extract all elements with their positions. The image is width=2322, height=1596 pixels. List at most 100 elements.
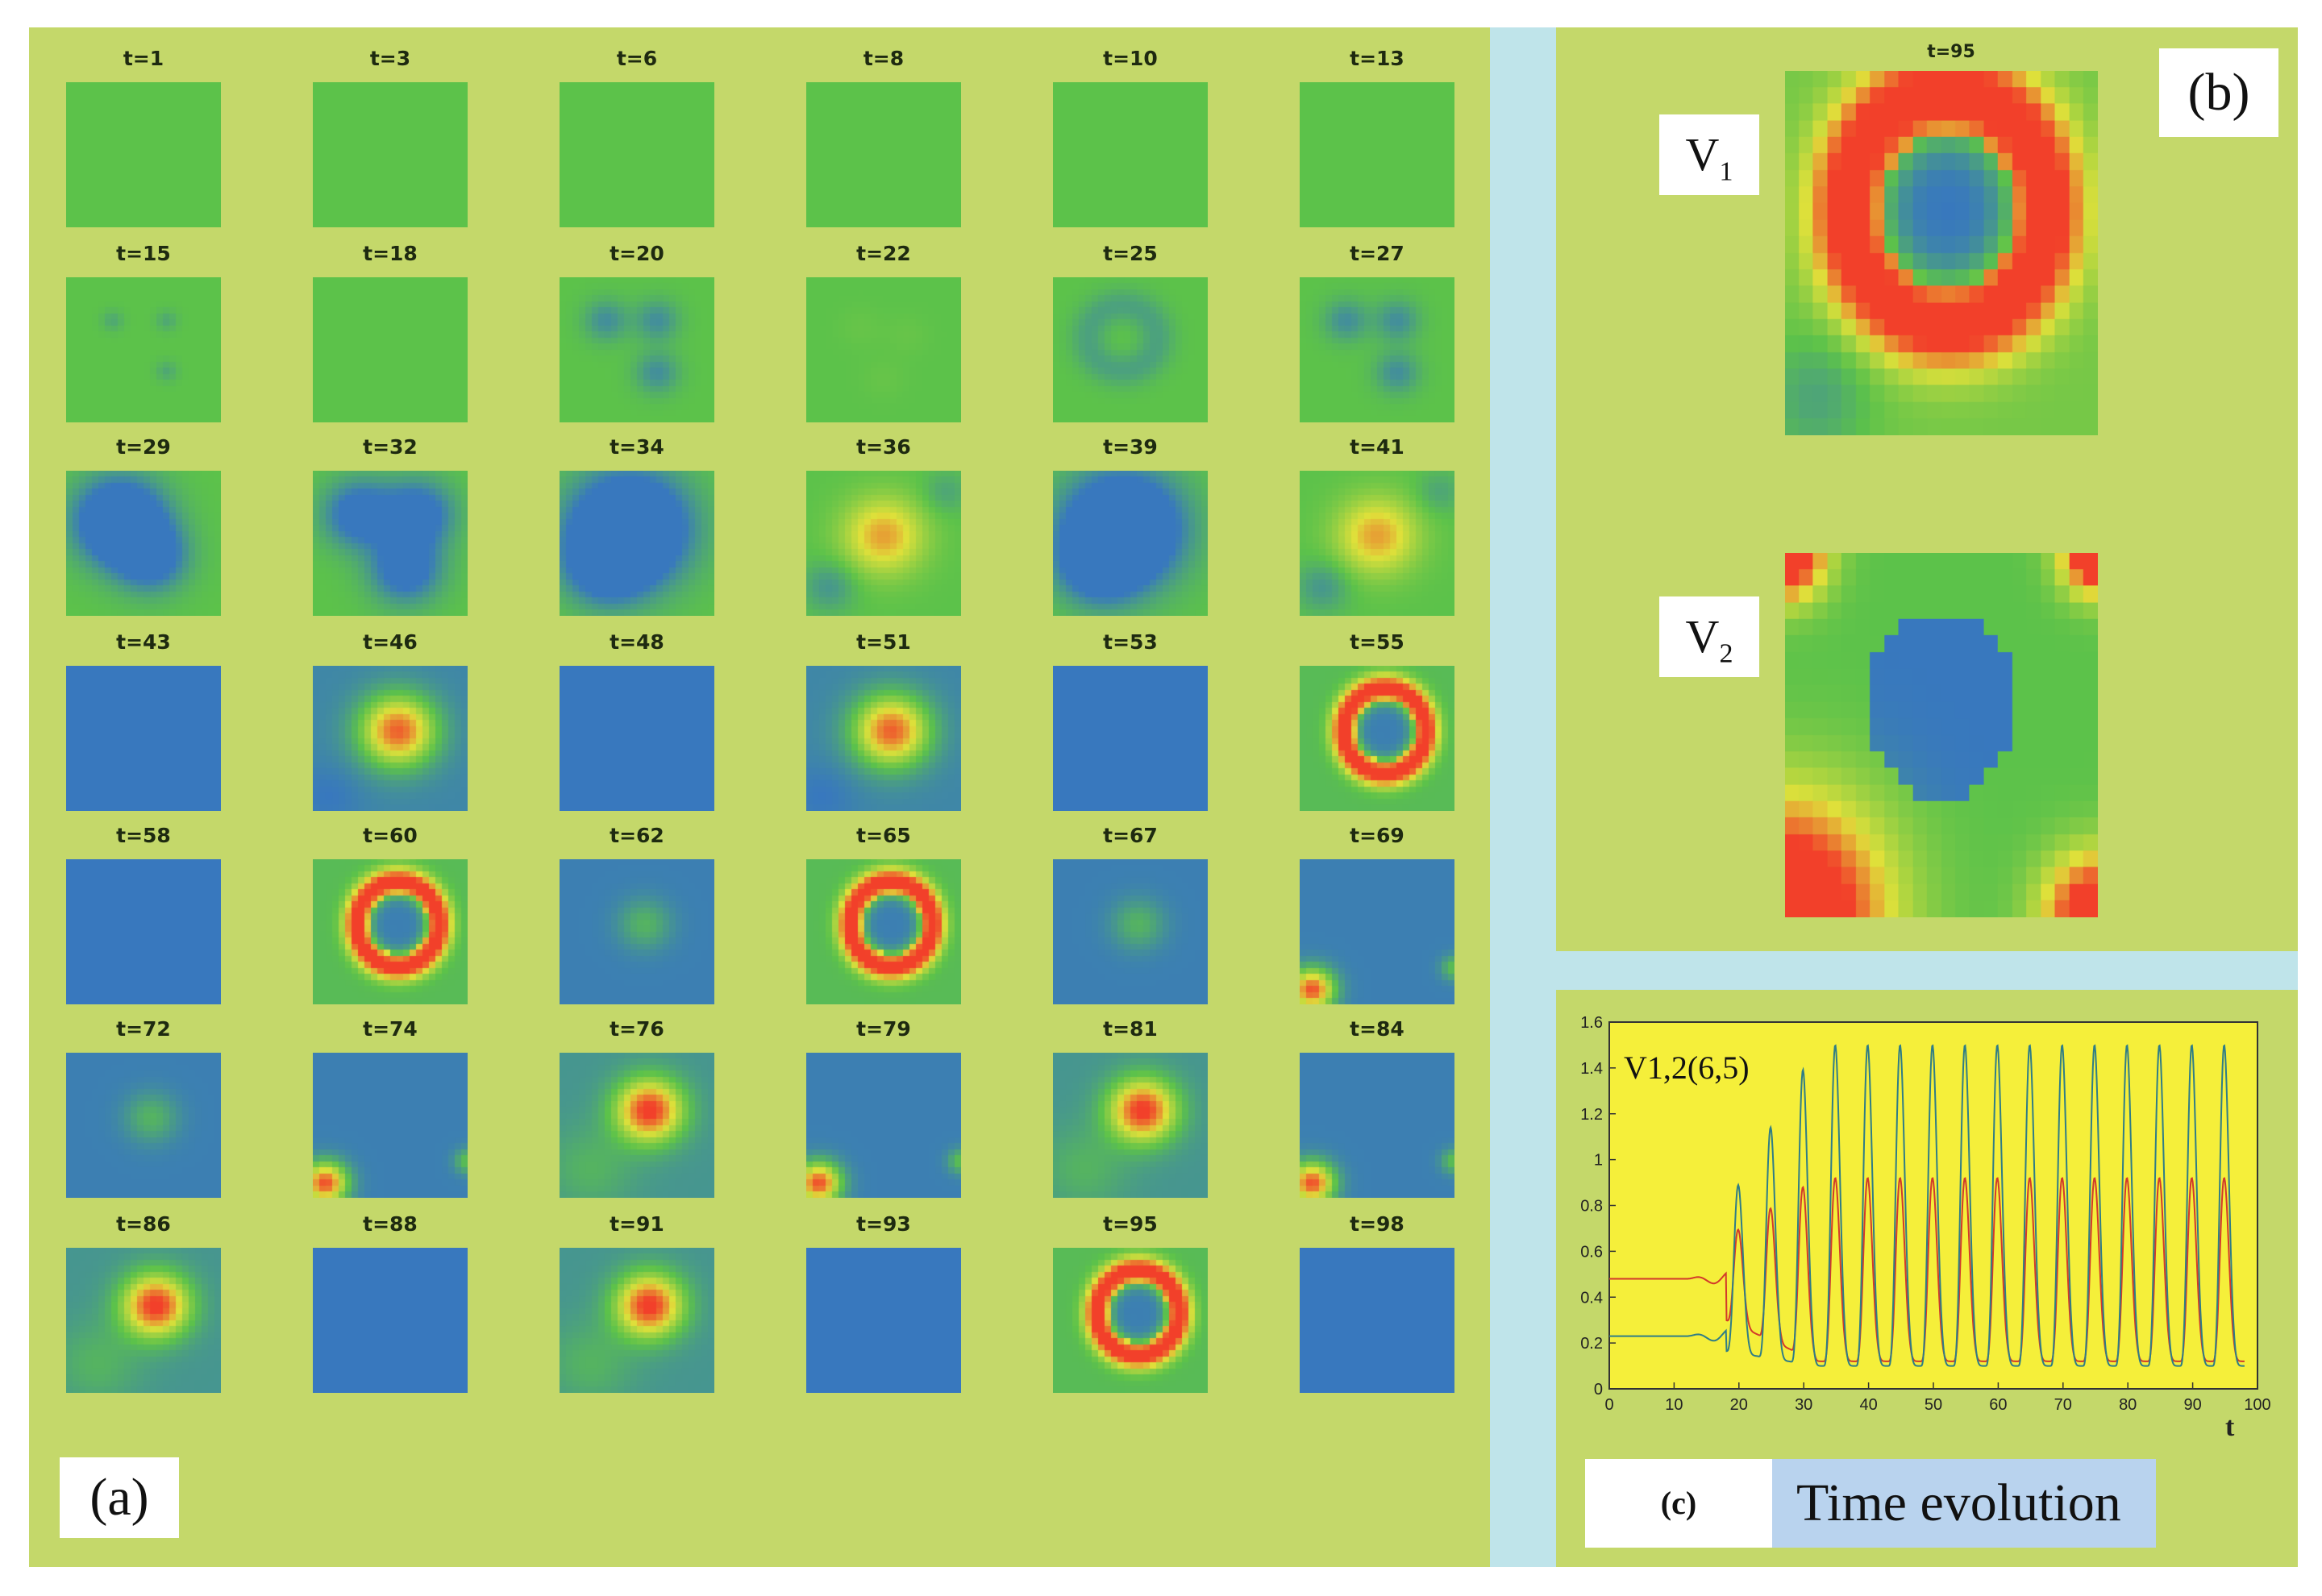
y-tick-label: 0.8 [1580,1198,1603,1216]
v2-label: V2 [1659,596,1759,677]
y-tick-label: 0.2 [1580,1335,1603,1353]
frame-heatmap [1300,666,1454,811]
frame-time-label: t=10 [1103,47,1158,70]
frame-heatmap [806,277,961,422]
frame-time-label: t=8 [863,47,905,70]
series-annotation: V1,2(6,5) [1624,1049,1750,1086]
frame-heatmap [66,666,221,811]
panel-b-frame-title: t=95 [1927,42,1975,62]
x-tick-label: 90 [2183,1396,2201,1414]
frame-time-label: t=41 [1350,435,1404,459]
series-line-2 [1609,1044,2245,1367]
frame-heatmap [313,277,468,422]
frame-time-label: t=69 [1350,824,1404,847]
x-tick-label: 60 [1989,1396,2007,1414]
time-evolution-caption: Time evolution [1772,1459,2156,1548]
panel-b-enlarged-snapshot: t=95 (b) V1 V2 [1556,27,2298,951]
frame-time-label: t=74 [363,1017,418,1041]
frame-time-label: t=88 [363,1212,418,1236]
panel-a-time-series-grid: t=1 t=3 t=6 t=8 t=10 t=13 t=15 t=18 t=20 t=22 t=25… [29,27,1490,1567]
panel-c-label: (c) [1585,1459,1772,1548]
frame-time-label: t=98 [1350,1212,1404,1236]
frame-heatmap [313,471,468,616]
frame-heatmap [1300,1053,1454,1198]
frame-heatmap [560,1053,714,1198]
frame-heatmap [66,859,221,1004]
frame-heatmap [1053,859,1208,1004]
y-tick-label: 1.6 [1580,1014,1603,1032]
frame-heatmap [806,859,961,1004]
frame-time-label: t=76 [610,1017,664,1041]
v1-heatmap [1785,71,2098,435]
frame-heatmap [560,277,714,422]
x-tick-label: 40 [1859,1396,1877,1414]
frame-time-label: t=18 [363,242,418,265]
x-tick-label: 70 [2054,1396,2072,1414]
frame-time-label: t=65 [856,824,911,847]
frame-heatmap [313,859,468,1004]
frame-heatmap [313,666,468,811]
y-tick-label: 0.6 [1580,1243,1603,1261]
frame-time-label: t=36 [856,435,911,459]
frame-heatmap [66,82,221,227]
frame-heatmap [66,471,221,616]
frame-heatmap [560,1248,714,1393]
x-axis-label: t [2225,1412,2235,1442]
frame-time-label: t=29 [116,435,171,459]
panel-c-time-evolution: 0 10 20 30 40 50 60 70 80 90 100 0 0.2 0.4 0.6 0.8 1 1.2 1… [1556,990,2298,1567]
frame-heatmap [66,1248,221,1393]
panel-b-label: (b) [2159,48,2278,137]
frame-heatmap [806,666,961,811]
frame-time-label: t=3 [369,47,411,70]
frame-time-label: t=58 [116,824,171,847]
frame-heatmap [560,666,714,811]
frame-time-label: t=72 [116,1017,171,1041]
frame-heatmap [313,1248,468,1393]
x-tick-label: 10 [1665,1396,1683,1414]
y-tick-label: 0.4 [1580,1289,1603,1307]
frame-time-label: t=32 [363,435,418,459]
frame-heatmap [560,82,714,227]
v1-symbol: V [1685,128,1720,181]
frame-heatmap [1300,471,1454,616]
y-tick-label: 1.4 [1580,1060,1603,1078]
frame-heatmap [1053,1053,1208,1198]
frame-time-label: t=39 [1103,435,1158,459]
plot-area [1608,1021,2258,1390]
x-tick-label: 80 [2119,1396,2137,1414]
frame-heatmap [313,1053,468,1198]
x-tick-label: 50 [1925,1396,1942,1414]
v2-symbol: V [1685,610,1720,663]
frame-time-label: t=93 [856,1212,911,1236]
frame-heatmap [806,1053,961,1198]
frame-heatmap [560,859,714,1004]
frame-time-label: t=20 [610,242,664,265]
frame-heatmap [313,82,468,227]
frame-heatmap [1300,859,1454,1004]
x-tick-label: 20 [1730,1396,1748,1414]
y-tick-label: 0 [1594,1381,1603,1399]
frame-time-label: t=79 [856,1017,911,1041]
panel-separator-vertical [1490,27,1556,1567]
frame-heatmap [66,1053,221,1198]
frame-time-label: t=51 [856,630,911,654]
frame-time-label: t=67 [1103,824,1158,847]
x-tick-label: 100 [2244,1396,2270,1414]
frame-heatmap [1300,277,1454,422]
frame-heatmap [66,277,221,422]
frame-heatmap [806,1248,961,1393]
time-evolution-chart: 0 10 20 30 40 50 60 70 80 90 100 0 0.2 0.4 0.6 0.8 1 1.2 1… [1580,1014,2271,1442]
frame-time-label: t=84 [1350,1017,1404,1041]
frame-time-label: t=62 [610,824,664,847]
frame-time-label: t=53 [1103,630,1158,654]
frame-time-label: t=95 [1103,1212,1158,1236]
frame-time-label: t=46 [363,630,418,654]
y-tick-label: 1 [1594,1152,1603,1170]
frame-time-label: t=15 [116,242,171,265]
frame-time-label: t=48 [610,630,664,654]
frame-time-label: t=22 [856,242,911,265]
frame-heatmap [1053,666,1208,811]
v1-subscript: 1 [1719,156,1733,187]
frame-time-label: t=60 [363,824,418,847]
frame-time-label: t=25 [1103,242,1158,265]
